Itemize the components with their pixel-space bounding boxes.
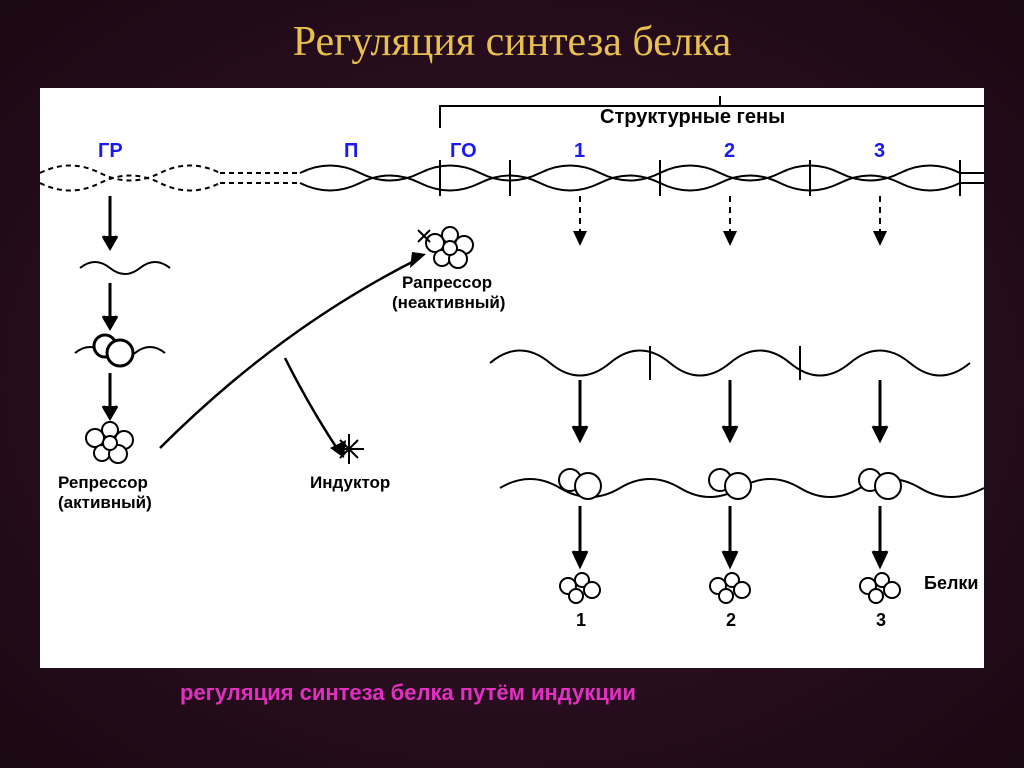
label-repressor-active-2: (активный) [58, 493, 152, 513]
label-inducer: Индуктор [310, 473, 390, 493]
diagram-container: Структурные гены ГР П ГО 1 2 3 Рапрессор… [40, 88, 984, 668]
label-repressor-active-1: Репрессор [58, 473, 148, 493]
gene-label-3: 3 [874, 140, 885, 163]
operon-diagram [40, 88, 984, 668]
protein-number-3: 3 [876, 610, 886, 631]
header-structural-genes: Структурные гены [600, 106, 785, 129]
label-repressor-inactive-2: (неактивный) [392, 293, 505, 313]
page-title: Регуляция синтеза белка [0, 0, 1024, 66]
gene-label-go: ГО [450, 140, 477, 163]
protein-number-1: 1 [576, 610, 586, 631]
gene-label-p: П [344, 140, 358, 163]
diagram-caption: регуляция синтеза белка путём индукции [180, 680, 636, 706]
gene-label-gr: ГР [98, 140, 123, 163]
label-repressor-inactive-1: Рапрессор [402, 273, 492, 293]
protein-number-2: 2 [726, 610, 736, 631]
gene-label-2: 2 [724, 140, 735, 163]
label-proteins: Белки [924, 573, 978, 594]
gene-label-1: 1 [574, 140, 585, 163]
